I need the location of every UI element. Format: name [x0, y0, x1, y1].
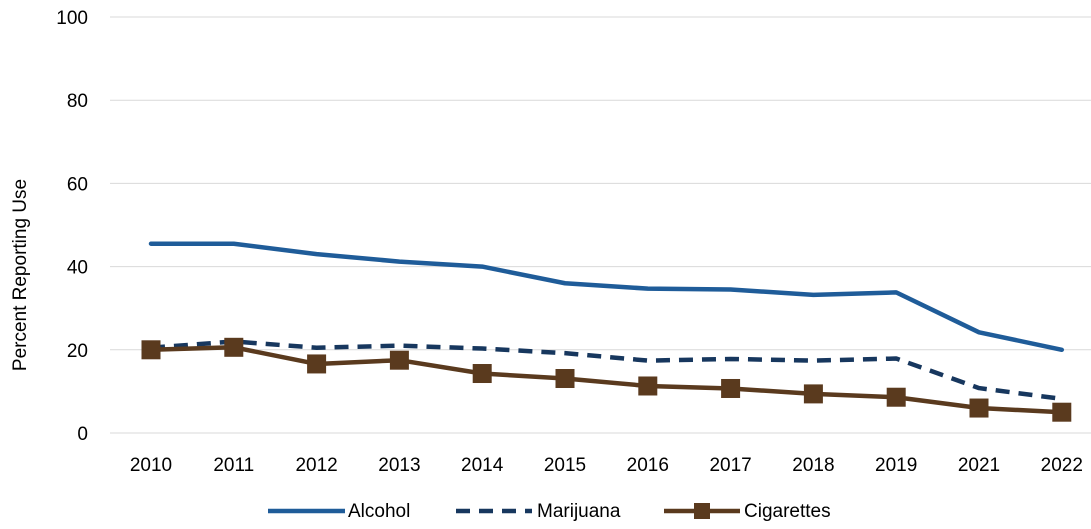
legend-item-cigarettes: Cigarettes — [664, 501, 831, 522]
x-tick-label: 2011 — [213, 455, 254, 476]
legend-marker — [694, 503, 710, 519]
y-tick-label: 20 — [67, 341, 88, 362]
x-tick-label: 2017 — [709, 455, 751, 476]
y-axis-title: Percent Reporting Use — [10, 179, 31, 371]
y-tick-label: 40 — [67, 258, 88, 279]
data-point-cigarettes — [555, 369, 575, 389]
data-point-cigarettes — [721, 378, 741, 398]
x-tick-label: 2018 — [792, 455, 834, 476]
y-tick-label: 60 — [67, 174, 88, 195]
series-lines — [141, 241, 1072, 422]
y-tick-label: 100 — [56, 8, 88, 29]
y-axis-ticks: 0 20 40 60 80 100 — [56, 8, 88, 445]
series-line-cigarettes — [148, 345, 1065, 415]
data-point-cigarettes — [1052, 402, 1072, 422]
series-line-alcohol — [148, 241, 1065, 353]
data-point-cigarettes — [307, 354, 327, 374]
x-tick-label: 2019 — [875, 455, 917, 476]
x-tick-label: 2010 — [130, 455, 172, 476]
x-tick-label: 2021 — [958, 455, 1000, 476]
legend: Alcohol Marijuana Cigarettes — [268, 501, 831, 522]
data-point-cigarettes — [141, 340, 161, 360]
legend-item-marijuana: Marijuana — [456, 501, 621, 522]
x-tick-label: 2015 — [544, 455, 586, 476]
data-point-cigarettes — [472, 364, 492, 384]
data-point-cigarettes — [638, 376, 658, 396]
legend-label: Marijuana — [537, 501, 621, 522]
x-axis-ticks: 2010 2011 2012 2013 2014 2015 2016 2017 2018 2019… — [130, 455, 1083, 476]
data-point-cigarettes — [886, 387, 906, 407]
x-tick-label: 2016 — [627, 455, 669, 476]
x-tick-label: 2022 — [1041, 455, 1083, 476]
data-point-cigarettes — [969, 398, 989, 418]
y-tick-label: 0 — [77, 424, 88, 445]
series-line-marijuana — [150, 339, 1063, 402]
data-point-cigarettes — [224, 337, 244, 357]
x-tick-label: 2014 — [461, 455, 504, 476]
legend-label: Cigarettes — [744, 501, 831, 522]
x-tick-label: 2013 — [378, 455, 420, 476]
data-point-cigarettes — [803, 384, 823, 404]
gridlines — [110, 16, 1091, 434]
legend-item-alcohol: Alcohol — [268, 501, 410, 522]
y-tick-label: 80 — [67, 91, 88, 112]
data-point-cigarettes — [389, 350, 409, 370]
legend-label: Alcohol — [348, 501, 410, 522]
x-tick-label: 2012 — [295, 455, 337, 476]
